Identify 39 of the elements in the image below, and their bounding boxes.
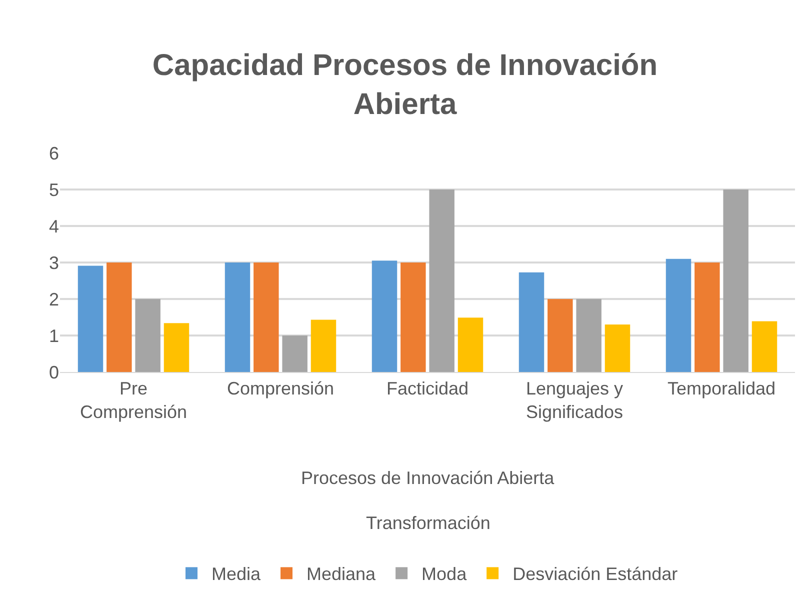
bar — [666, 258, 692, 372]
bar — [372, 260, 398, 372]
y-tick-label: 0 — [48, 362, 59, 382]
bar — [548, 299, 573, 372]
bar — [723, 190, 748, 372]
y-tick-label: 1 — [48, 326, 59, 346]
legend-label: Desviación Estándar — [512, 564, 678, 584]
bar — [135, 299, 160, 372]
y-tick-label: 5 — [48, 180, 59, 200]
bar — [254, 262, 279, 372]
y-tick-label: 4 — [48, 216, 59, 236]
bar — [518, 272, 544, 372]
x-tick-label: Temporalidad — [667, 378, 776, 399]
bar — [752, 321, 778, 372]
x-tick-label: Comprensión — [226, 378, 334, 399]
x-tick-label: Lenguajes y Significados — [526, 378, 624, 422]
bar — [106, 262, 132, 372]
y-tick-label: 2 — [48, 289, 59, 310]
x-tick-label: Pre Comprensión — [80, 378, 188, 422]
x-axis-title: Procesos de Innovación Abierta — [301, 468, 556, 488]
text: Transformación — [366, 513, 490, 533]
bar — [694, 262, 720, 372]
bar — [400, 262, 426, 372]
bar — [164, 323, 190, 372]
y-tick-label: 6 — [48, 143, 59, 164]
bar — [429, 190, 454, 372]
legend-label: Moda — [422, 564, 468, 584]
legend-label: Media — [212, 564, 262, 584]
bar — [224, 262, 250, 372]
bar — [604, 324, 630, 372]
y-tick-label: 3 — [48, 252, 59, 273]
bar — [310, 320, 336, 372]
bar — [458, 318, 484, 372]
legend-label: Mediana — [306, 564, 377, 584]
bar — [282, 336, 308, 372]
x-tick-label: Facticidad — [386, 378, 469, 399]
bar — [78, 266, 104, 372]
chart-title: Capacidad Procesos de Innovación Abierta — [152, 49, 658, 121]
bar — [576, 299, 602, 372]
